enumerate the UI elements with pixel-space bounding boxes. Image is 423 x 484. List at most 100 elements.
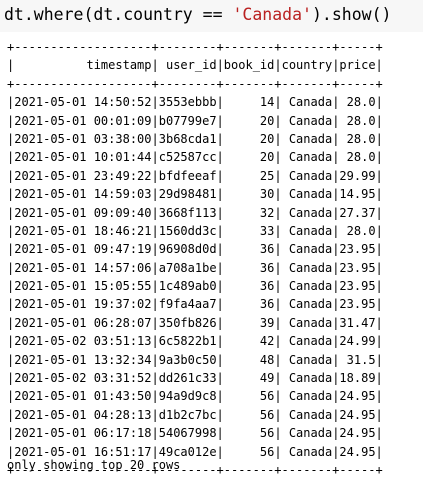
table-cell: Canada: [288, 131, 333, 146]
table-cell: 54067998: [158, 426, 217, 441]
table-cell: 2021-05-02 03:51:13: [14, 334, 152, 349]
table-cell: 56: [259, 444, 275, 459]
column-header: price: [339, 58, 376, 73]
table-row: |2021-05-01 06:17:18|54067998| 56| Canad…: [7, 426, 383, 441]
table-cell: 20: [259, 113, 275, 128]
table-cell: b07799e7: [158, 113, 217, 128]
table-cell: 2021-05-01 10:01:44: [14, 150, 152, 165]
column-header: country: [281, 58, 333, 73]
table-row: |2021-05-01 14:59:03|29d98481| 30| Canad…: [7, 187, 383, 202]
table-cell: Canada: [288, 389, 333, 404]
table-cell: 28.0: [346, 113, 376, 128]
table-cell: 23.95: [339, 297, 376, 312]
table-row: |2021-05-01 03:38:00|3b68cda1| 20| Canad…: [7, 131, 383, 146]
table-cell: 9a3b0c50: [158, 352, 217, 367]
table-cell: 1560dd3c: [158, 223, 217, 238]
table-cell: 31.47: [339, 315, 376, 330]
table-cell: 30: [259, 187, 275, 202]
output-footer: only showing top 20 rows: [7, 458, 181, 472]
table-cell: 20: [259, 131, 275, 146]
table-row: |2021-05-01 23:49:22|bfdfeeaf| 25| Canad…: [7, 168, 383, 183]
table-cell: 20: [259, 150, 275, 165]
table-cell: 33: [259, 223, 275, 238]
table-cell: 2021-05-01 06:28:07: [14, 315, 152, 330]
table-row: |2021-05-01 16:51:17|49ca012e| 56| Canad…: [7, 444, 383, 459]
table-row: |2021-05-01 14:50:52|3553ebbb| 14| Canad…: [7, 95, 383, 110]
table-cell: Canada: [288, 352, 333, 367]
table-cell: 49ca012e: [158, 444, 217, 459]
table-cell: 25: [259, 168, 275, 183]
cell-output: +-------------------+--------+-------+--…: [0, 32, 423, 484]
table-border: +-------------------+--------+-------+--…: [7, 462, 383, 477]
table-cell: Canada: [288, 315, 333, 330]
code-string-arg: 'Canada': [232, 5, 312, 24]
table-row: |2021-05-01 04:28:13|d1b2c7bc| 56| Canad…: [7, 407, 383, 422]
table-cell: 24.95: [339, 407, 376, 422]
table-cell: d1b2c7bc: [158, 407, 217, 422]
table-cell: 28.0: [346, 150, 376, 165]
table-cell: 18.89: [339, 371, 376, 386]
table-cell: 2021-05-01 14:50:52: [14, 95, 152, 110]
table-cell: 28.0: [346, 95, 376, 110]
table-cell: Canada: [288, 407, 333, 422]
table-cell: Canada: [288, 242, 333, 257]
table-row: |2021-05-01 09:47:19|96908d0d| 36| Canad…: [7, 242, 383, 257]
table-cell: Canada: [288, 297, 333, 312]
code-prefix: dt.where(dt.country ==: [4, 5, 233, 24]
table-cell: 49: [259, 371, 275, 386]
code-suffix: ).show(): [311, 5, 392, 24]
table-cell: Canada: [288, 260, 333, 275]
table-cell: 56: [259, 389, 275, 404]
table-cell: 94a9d9c8: [158, 389, 217, 404]
table-cell: 1c489ab0: [158, 279, 217, 294]
table-cell: Canada: [288, 205, 333, 220]
table-row: |2021-05-01 15:05:55|1c489ab0| 36| Canad…: [7, 279, 383, 294]
table-row: |2021-05-01 14:57:06|a708a1be| 36| Canad…: [7, 260, 383, 275]
table-cell: Canada: [288, 113, 333, 128]
table-cell: Canada: [288, 444, 333, 459]
table-cell: 24.95: [339, 426, 376, 441]
table-cell: 6c5822b1: [158, 334, 217, 349]
table-cell: 2021-05-01 04:28:13: [14, 407, 152, 422]
table-cell: dd261c33: [158, 371, 217, 386]
table-cell: 32: [259, 205, 275, 220]
table-cell: Canada: [288, 426, 333, 441]
table-row: |2021-05-02 03:51:13|6c5822b1| 42| Canad…: [7, 334, 383, 349]
table-cell: 2021-05-01 19:37:02: [14, 297, 152, 312]
table-row: |2021-05-01 01:43:50|94a9d9c8| 56| Canad…: [7, 389, 383, 404]
table-cell: Canada: [288, 334, 333, 349]
table-cell: 29d98481: [158, 187, 217, 202]
code-line: dt.where(dt.country == 'Canada').show(): [4, 3, 391, 27]
table-cell: a708a1be: [158, 260, 217, 275]
table-cell: c52587cc: [158, 150, 217, 165]
table-cell: 2021-05-01 23:49:22: [14, 168, 152, 183]
table-cell: Canada: [288, 168, 333, 183]
table-cell: 14: [259, 95, 275, 110]
table-row: |2021-05-01 09:09:40|3668f113| 32| Canad…: [7, 205, 383, 220]
table-cell: 14.95: [339, 187, 376, 202]
table-cell: Canada: [288, 150, 333, 165]
table-cell: 28.0: [346, 131, 376, 146]
table-cell: 2021-05-01 13:32:34: [14, 352, 152, 367]
table-cell: 23.95: [339, 260, 376, 275]
table-cell: 56: [259, 426, 275, 441]
table-cell: 24.95: [339, 389, 376, 404]
table-cell: Canada: [288, 187, 333, 202]
table-cell: 36: [259, 279, 275, 294]
table-row: |2021-05-01 13:32:34|9a3b0c50| 48| Canad…: [7, 352, 383, 367]
table-cell: 2021-05-01 09:09:40: [14, 205, 152, 220]
table-cell: 2021-05-01 14:59:03: [14, 187, 152, 202]
code-cell-input[interactable]: dt.where(dt.country == 'Canada').show(): [0, 0, 423, 32]
table-cell: 3668f113: [158, 205, 217, 220]
table-cell: 36: [259, 260, 275, 275]
table-cell: 24.95: [339, 444, 376, 459]
table-cell: 350fb826: [158, 315, 217, 330]
table-cell: 3553ebbb: [158, 95, 217, 110]
table-row: |2021-05-02 03:31:52|dd261c33| 49| Canad…: [7, 371, 383, 386]
table-border: +-------------------+--------+-------+--…: [7, 76, 383, 91]
table-row: |2021-05-01 06:28:07|350fb826| 39| Canad…: [7, 315, 383, 330]
table-cell: 3b68cda1: [158, 131, 217, 146]
table-cell: 27.37: [339, 205, 376, 220]
table-cell: 23.95: [339, 242, 376, 257]
table-cell: 2021-05-01 18:46:21: [14, 223, 152, 238]
